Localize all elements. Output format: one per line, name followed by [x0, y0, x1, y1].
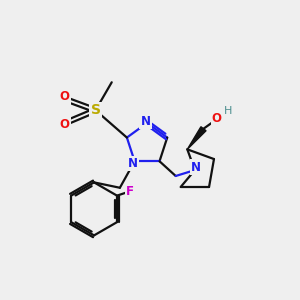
Text: O: O — [212, 112, 222, 125]
Polygon shape — [187, 127, 206, 149]
Text: S: S — [91, 103, 100, 117]
Text: O: O — [60, 118, 70, 131]
Text: H: H — [224, 106, 233, 116]
Text: N: N — [141, 115, 151, 128]
Text: N: N — [128, 157, 138, 170]
Text: O: O — [60, 91, 70, 103]
Text: F: F — [126, 185, 134, 198]
Text: N: N — [191, 161, 201, 174]
